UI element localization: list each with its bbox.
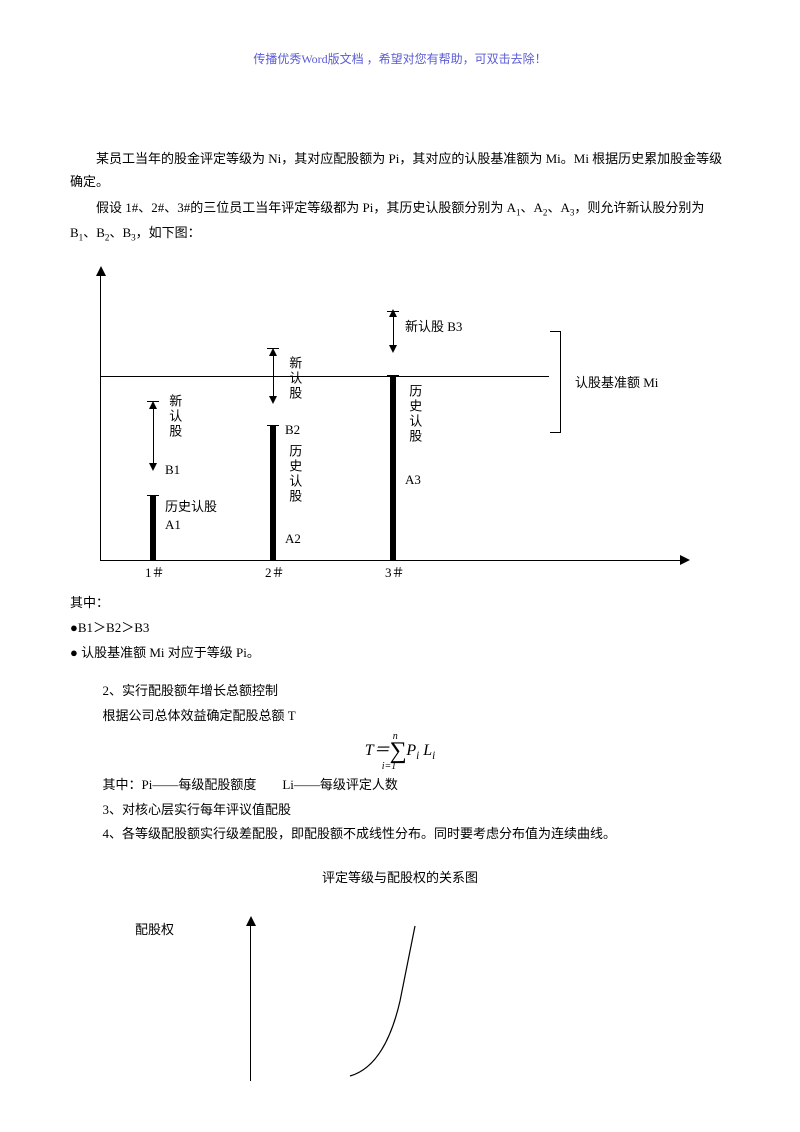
xlabel-2: 2＃	[265, 562, 285, 581]
bar2-a-label: 历史认股	[285, 444, 303, 504]
section-3: 3、对核心层实行每年评议值配股	[70, 798, 730, 823]
p2-suffix: ，如下图：	[136, 225, 201, 240]
p2-prefix: 假设 1#、2#、3#的三位员工当年评定等级都为 Pi，其历史认股额分别为 A	[96, 200, 516, 215]
bar2-b-label: 新认股	[285, 356, 303, 401]
header-note: 传播优秀Word版文档 ，希望对您有帮助，可双击去除！	[70, 50, 730, 67]
chart2-title: 评定等级与配股权的关系图	[70, 867, 730, 886]
section-2c: 其中：Pi——每级配股额度 Li——每级评定人数	[103, 773, 731, 798]
section-2a: 2、实行配股额年增长总额控制	[103, 679, 731, 704]
bar3-a-label: 历史认股	[405, 384, 423, 444]
curve-chart: 配股权	[110, 901, 570, 1081]
intro-paragraph-2: 假设 1#、2#、3#的三位员工当年评定等级都为 Pi，其历史认股额分别为 A1…	[70, 196, 730, 246]
chart2-ylabel: 配股权	[135, 921, 174, 939]
formula-t: T＝	[365, 742, 390, 759]
bar1-b-suffix: B1	[165, 461, 180, 479]
xlabel-1: 1＃	[145, 562, 165, 581]
section-2b: 根据公司总体效益确定配股总额 T	[103, 704, 731, 729]
note-1: ●B1＞B2＞B3	[70, 616, 730, 639]
bar3-b-label: 新认股 B3	[405, 318, 462, 336]
bar1-b-label: 新认股	[165, 394, 183, 439]
formula: T＝∑ni=1Pi Li	[70, 736, 730, 765]
section-4: 4、各等级配股额实行级差配股，即配股额不成线性分布。同时要考虑分布值为连续曲线。	[70, 822, 730, 847]
xlabel-3: 3＃	[385, 562, 405, 581]
note-2: ● 认股基准额 Mi 对应于等级 Pi。	[70, 641, 730, 664]
bar-chart: 认股基准额 Mi 新认股 B1 历史认股A1 1＃ 新认股 B2 历史认股 A2…	[70, 266, 690, 586]
intro-paragraph-1: 某员工当年的股金评定等级为 Ni，其对应配股额为 Pi，其对应的认股基准额为 M…	[70, 147, 730, 194]
bar2-b-suffix: B2	[285, 421, 300, 439]
notes-head: 其中：	[70, 591, 730, 614]
baseline-label: 认股基准额 Mi	[575, 374, 658, 392]
bar1-a-label: 历史认股A1	[165, 498, 217, 534]
